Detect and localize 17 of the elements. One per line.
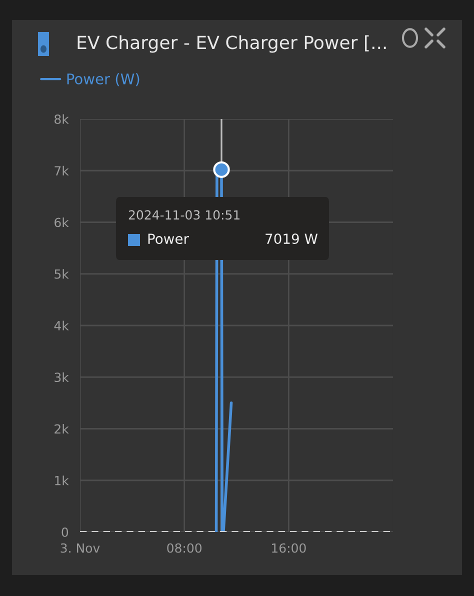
y-tick-label: 4k [54, 320, 69, 330]
x-tick-label: 16:00 [272, 543, 306, 553]
y-tick-label: 3k [54, 372, 69, 382]
y-tick-label: 2k [54, 424, 69, 434]
chart-title: EV Charger - EV Charger Power [... [78, 35, 386, 53]
y-tick-label: 7k [54, 166, 69, 176]
y-tick-label: 6k [54, 218, 69, 228]
y-tick-label: 5k [54, 269, 69, 279]
x-tick-label: 08:00 [167, 543, 202, 553]
y-tick-label: 0 [62, 527, 68, 537]
legend-label: Power (W) [67, 73, 140, 86]
x-tick-label: 3. Nov [60, 543, 100, 553]
y-tick-label: 8k [54, 114, 69, 124]
y-tick-label: 1k [55, 476, 69, 486]
annotation: 2024-11-03 10:51 [128, 210, 240, 220]
annotation: Power [148, 234, 189, 244]
annotation: 7019 W [266, 234, 318, 244]
